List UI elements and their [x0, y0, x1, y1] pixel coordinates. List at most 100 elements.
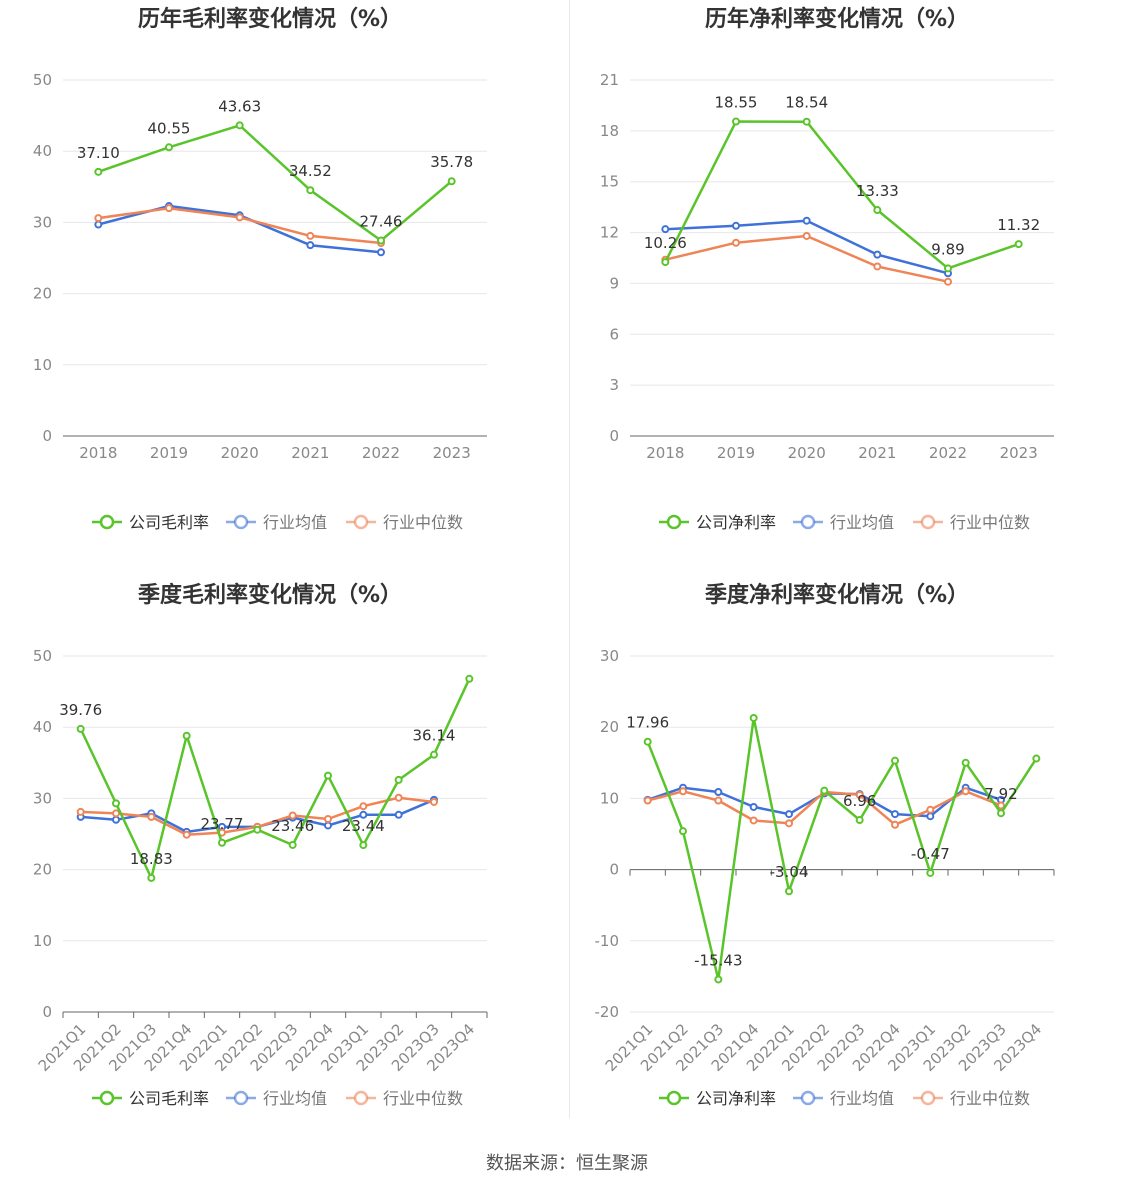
y-tick-label: 0 [609, 861, 619, 879]
data-point [802, 117, 811, 126]
legend-label: 行业中位数 [950, 1089, 1030, 1108]
data-point [732, 117, 740, 126]
y-tick-label: 10 [33, 356, 52, 374]
data-point [430, 750, 438, 759]
data-label: 34.52 [289, 162, 332, 180]
data-label: -3.04 [770, 863, 809, 881]
data-point [324, 815, 332, 824]
legend-marker [666, 514, 682, 530]
data-label: 17.96 [626, 714, 669, 732]
data-point [926, 812, 935, 821]
y-tick-label: 3 [609, 376, 619, 394]
data-point [732, 238, 740, 247]
legend-label: 行业均值 [263, 513, 327, 532]
data-label: 18.55 [715, 94, 758, 112]
data-label: 40.55 [148, 119, 191, 137]
y-tick-label: 20 [33, 861, 52, 879]
y-tick-label: 12 [600, 224, 619, 242]
data-label: 6.96 [843, 792, 876, 810]
chart-svg: 季度净利率变化情况（%）-20-1001020302021Q12021Q2202… [595, 582, 1055, 1108]
data-point [165, 143, 173, 152]
y-tick-label: 6 [609, 325, 619, 343]
data-label: 39.76 [59, 701, 102, 719]
legend-label: 公司毛利率 [129, 1089, 209, 1108]
data-point [961, 787, 970, 796]
data-point [661, 225, 670, 234]
data-label: -15.43 [694, 951, 742, 969]
data-point [76, 724, 85, 733]
data-point [182, 731, 191, 740]
data-point [94, 167, 103, 176]
data-point [218, 838, 226, 847]
legend-marker [353, 1090, 369, 1106]
y-tick-label: 20 [600, 718, 619, 736]
data-point [679, 827, 687, 836]
chart-title: 历年净利率变化情况（%） [705, 6, 969, 32]
y-tick-label: 15 [600, 173, 619, 191]
data-point [785, 887, 793, 896]
legend-marker [666, 1090, 682, 1106]
chart-quarterly-net-margin: 季度净利率变化情况（%） -20 -10 0 10 20 30 2021Q1 2021Q2 202… [567, 576, 1134, 1152]
data-point [785, 819, 793, 828]
series-line [665, 219, 949, 275]
x-tick-label: 2019 [717, 444, 755, 462]
x-tick-label: 2021 [858, 444, 896, 462]
legend-label: 行业均值 [830, 1089, 894, 1108]
data-point [997, 801, 1005, 810]
data-point [394, 810, 403, 819]
y-tick-label: 10 [600, 789, 619, 807]
data-label: 37.10 [77, 144, 120, 162]
data-point [1032, 754, 1041, 763]
legend-marker [353, 514, 369, 530]
data-point [785, 810, 793, 819]
legend-label: 行业均值 [830, 513, 894, 532]
chart-quarterly-gross-margin: 季度毛利率变化情况（%） 0 10 20 30 40 50 2021Q1 2021Q2 2021Q… [0, 576, 567, 1152]
x-tick-label: 2022 [929, 444, 967, 462]
data-point [661, 258, 670, 267]
legend-marker [800, 1090, 816, 1106]
x-tick-label: 2018 [646, 444, 684, 462]
data-point [926, 868, 935, 877]
data-point [306, 241, 315, 250]
data-label: 23.44 [342, 817, 385, 835]
data-point [306, 231, 315, 240]
chart-svg: 季度毛利率变化情况（%）010203040502021Q12021Q22021Q… [33, 582, 488, 1108]
legend-marker [920, 514, 936, 530]
series-line [646, 716, 1038, 981]
data-point [891, 756, 899, 765]
y-tick-label: 21 [600, 71, 619, 89]
data-point [749, 802, 758, 811]
data-label: 43.63 [218, 97, 261, 115]
data-point [76, 807, 85, 816]
x-tick-label: 2020 [221, 444, 259, 462]
data-label: 7.92 [984, 785, 1017, 803]
panel-divider [569, 0, 570, 1118]
legend-label: 行业中位数 [950, 513, 1030, 532]
data-point [465, 674, 474, 683]
legend-marker [233, 1090, 249, 1106]
data-point [306, 186, 315, 195]
x-tick-label: 2023 [1000, 444, 1038, 462]
data-point [873, 262, 882, 271]
data-point [944, 277, 952, 286]
y-tick-label: 40 [33, 718, 52, 736]
legend-label: 公司净利率 [696, 1089, 776, 1108]
series-line [664, 120, 1020, 270]
data-label: 18.83 [130, 850, 173, 868]
chart-svg: 历年净利率变化情况（%） 0 3 6 9 12 15 18 21 2018 2019 2020 2021… [600, 6, 1054, 532]
data-point [182, 830, 191, 839]
data-point [359, 841, 368, 850]
y-tick-label: -20 [595, 1003, 620, 1021]
series-line [97, 124, 453, 242]
data-point [359, 810, 368, 819]
data-point [926, 805, 935, 814]
legend-marker [800, 514, 816, 530]
legend-marker [233, 514, 249, 530]
legend-label: 公司毛利率 [129, 513, 209, 532]
legend-label: 行业中位数 [383, 1089, 463, 1108]
y-tick-label: 10 [33, 932, 52, 950]
data-point [891, 820, 899, 829]
data-label: 11.32 [997, 216, 1040, 234]
y-tick-label: 30 [600, 647, 619, 665]
data-point [714, 975, 723, 984]
